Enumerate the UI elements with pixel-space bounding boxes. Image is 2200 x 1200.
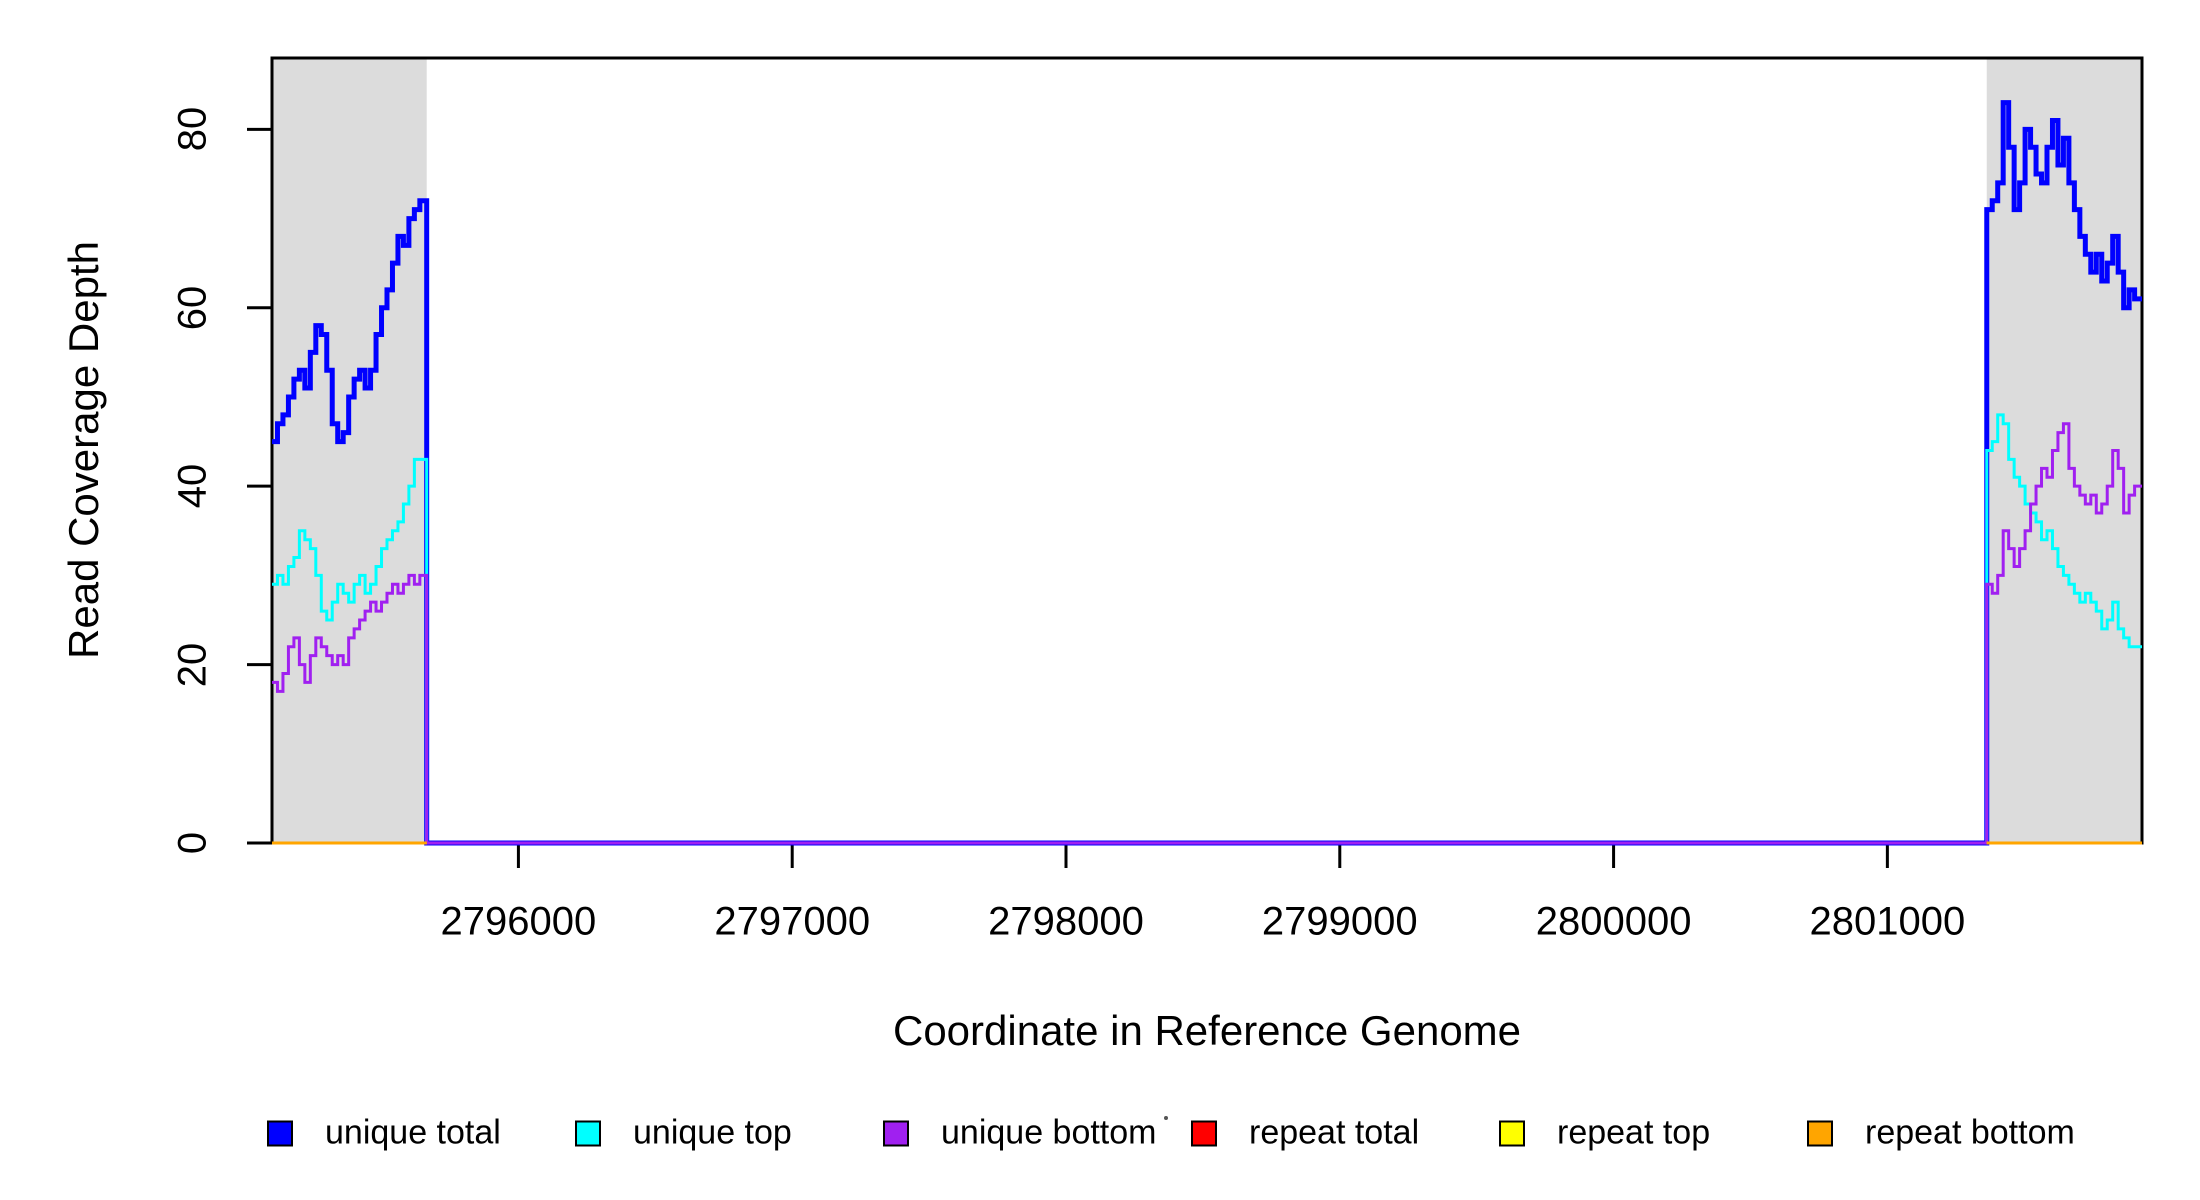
- legend-swatch-icon: [267, 1120, 293, 1146]
- legend-label: unique total: [325, 1113, 501, 1152]
- y-axis-title: Read Coverage Depth: [60, 241, 107, 659]
- y-tick-label: 40: [170, 463, 215, 509]
- x-tick-label: 2799000: [1261, 899, 1418, 944]
- legend-swatch-icon: [575, 1120, 601, 1146]
- legend-item-unique-top: unique top: [575, 1114, 792, 1153]
- x-tick-label: 2800000: [1535, 899, 1692, 944]
- series-unique-bottom: [272, 422, 2142, 845]
- legend-label: repeat total: [1249, 1113, 1420, 1152]
- legend-swatch-icon: [1499, 1120, 1525, 1146]
- legend-item-unique-bottom: unique bottom: [883, 1114, 1157, 1153]
- x-tick-label: 2796000: [440, 899, 597, 944]
- legend-swatch-icon: [1807, 1120, 1833, 1146]
- series-unique-top: [272, 413, 2142, 845]
- x-tick-label: 2801000: [1809, 899, 1966, 944]
- legend-item-unique-total: unique total: [267, 1114, 501, 1153]
- legend-item-repeat-top: repeat top: [1499, 1114, 1710, 1153]
- legend-label: repeat bottom: [1865, 1113, 2075, 1152]
- y-tick-label: 80: [170, 107, 215, 152]
- legend-swatch-icon: [883, 1120, 909, 1146]
- series-unique-total: [272, 100, 2142, 846]
- legend-label: unique bottom: [941, 1113, 1157, 1152]
- x-axis-title: Coordinate in Reference Genome: [892, 1007, 1522, 1054]
- x-tick-label: 2797000: [714, 899, 871, 944]
- legend-label: unique top: [633, 1113, 792, 1152]
- y-tick-label: 60: [170, 285, 215, 331]
- x-tick-label: 2798000: [988, 899, 1144, 944]
- y-tick-label: 20: [170, 642, 215, 687]
- legend-item-repeat-bottom: repeat bottom: [1807, 1114, 2075, 1153]
- repeat-region-left: [272, 58, 427, 843]
- y-tick-label: 0: [170, 831, 215, 855]
- legend-item-repeat-total: repeat total: [1191, 1114, 1419, 1153]
- stray-dot-artifact: [1164, 1116, 1168, 1120]
- legend-swatch-icon: [1191, 1120, 1217, 1146]
- legend-label: repeat top: [1557, 1113, 1711, 1152]
- plot-border: [270, 56, 2144, 845]
